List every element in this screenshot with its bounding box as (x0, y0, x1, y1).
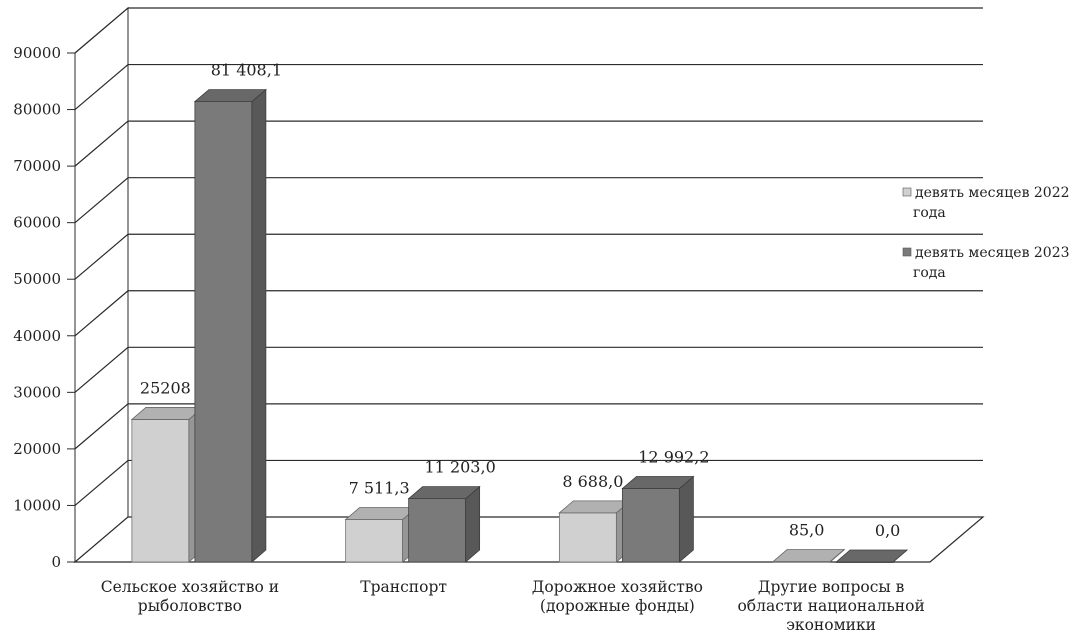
gridline (74, 63, 983, 111)
gridline (74, 459, 983, 506)
legend-item: девять месяцев 2023 года (902, 245, 1070, 281)
data-label: 7 511,3 (349, 479, 410, 498)
data-label: 0,0 (875, 521, 900, 540)
bar (835, 549, 909, 563)
bar (621, 475, 695, 563)
y-tick-label: 10000 (13, 496, 61, 514)
bar (344, 506, 418, 563)
bar-side (251, 88, 267, 563)
y-tick-label: 0 (51, 553, 61, 571)
gridline (74, 233, 983, 280)
bar-front (558, 512, 617, 563)
y-tick-label: 60000 (13, 214, 61, 232)
data-label: 12 992,2 (638, 448, 709, 467)
data-label: 11 203,0 (425, 458, 496, 477)
bar-top (835, 549, 909, 563)
gridline (74, 290, 983, 337)
y-tick-label: 50000 (13, 270, 61, 288)
gridline (74, 7, 983, 54)
bar (193, 88, 267, 563)
bar-front (408, 498, 467, 563)
bar-side (465, 485, 481, 563)
data-label: 85,0 (789, 521, 825, 540)
bar (407, 485, 481, 563)
bar-top (407, 486, 481, 500)
y-tick-label: 40000 (13, 327, 61, 345)
data-label: 8 688,0 (562, 472, 623, 491)
bar-side (678, 475, 694, 563)
bar-top (193, 89, 267, 102)
bar-front (345, 519, 404, 563)
y-tick-label: 20000 (13, 440, 61, 458)
bar (558, 499, 632, 563)
y-tick-label: 90000 (13, 44, 61, 62)
x-tick-label: Транспорт (360, 578, 447, 596)
bar-top (621, 476, 695, 489)
x-tick-label: Сельское хозяйство и рыболовство (101, 578, 279, 615)
data-label: 81 408,1 (211, 61, 282, 80)
x-tick-label: Другие вопросы в области национальной экон… (737, 578, 924, 632)
y-tick-label: 30000 (13, 383, 61, 401)
bar-front (621, 488, 680, 563)
gridline (74, 177, 983, 224)
gridline (74, 346, 983, 393)
data-label: 25208 (140, 378, 191, 397)
legend-label: девять месяцев 2022 года (913, 185, 1070, 221)
gridline (74, 403, 983, 450)
gridline (74, 120, 983, 167)
y-tick-label: 70000 (13, 157, 61, 175)
legend-label: девять месяцев 2023 года (913, 245, 1070, 281)
bar (772, 548, 846, 563)
bar-front (194, 101, 253, 563)
bar (130, 406, 204, 563)
legend-swatch (902, 247, 912, 257)
y-tick-label: 80000 (13, 101, 61, 119)
bar-top (772, 549, 846, 562)
legend-swatch (902, 187, 912, 197)
x-tick-label: Дорожное хозяйство (дорожные фонды) (532, 578, 703, 615)
bar-front (131, 419, 190, 563)
side-wall (74, 6, 129, 564)
legend-item: девять месяцев 2022 года (902, 185, 1070, 221)
